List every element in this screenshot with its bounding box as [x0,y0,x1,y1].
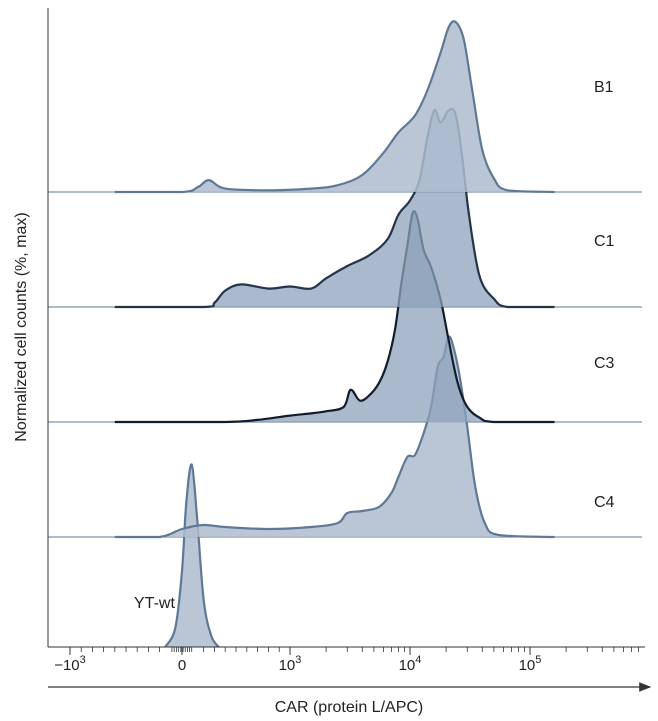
x-tick-label: 105 [519,654,542,674]
histogram-fill-b1 [114,21,555,193]
x-tick-label: 104 [399,654,422,674]
histogram-fill-c3 [114,211,555,422]
axes [47,8,652,692]
series-label-c4: C4 [594,494,615,511]
series-label-b1: B1 [594,79,614,96]
histogram-fill-c4 [114,336,555,537]
series-labels: YT-wt C4 C3 C1 B1 [134,79,615,612]
x-tick-label: 103 [279,654,302,674]
baselines [48,191,642,538]
major-ticks [69,647,531,655]
histogram-outline-c1 [114,107,555,309]
series-label-yt-wt: YT-wt [134,595,175,612]
histogram-outline-b1 [114,20,555,194]
histogram-outline-c3 [114,210,555,424]
y-axis-label: Normalized cell counts (%, max) [13,212,30,441]
x-tick-label: −103 [54,654,86,674]
histogram-outline-yt-wt [164,463,220,648]
series-label-c3: C3 [594,355,615,372]
histogram-series [114,20,555,648]
histogram-fill-yt-wt [165,464,219,647]
histogram-fill-c1 [114,108,555,307]
x-tick-label: 0 [178,657,186,674]
x-tick-labels: −103 0 103 104 105 [54,654,541,674]
series-label-c1: C1 [594,233,615,250]
histogram-outline-c4 [114,335,555,539]
minor-ticks [80,647,639,652]
x-axis-label: CAR (protein L/APC) [275,699,424,716]
